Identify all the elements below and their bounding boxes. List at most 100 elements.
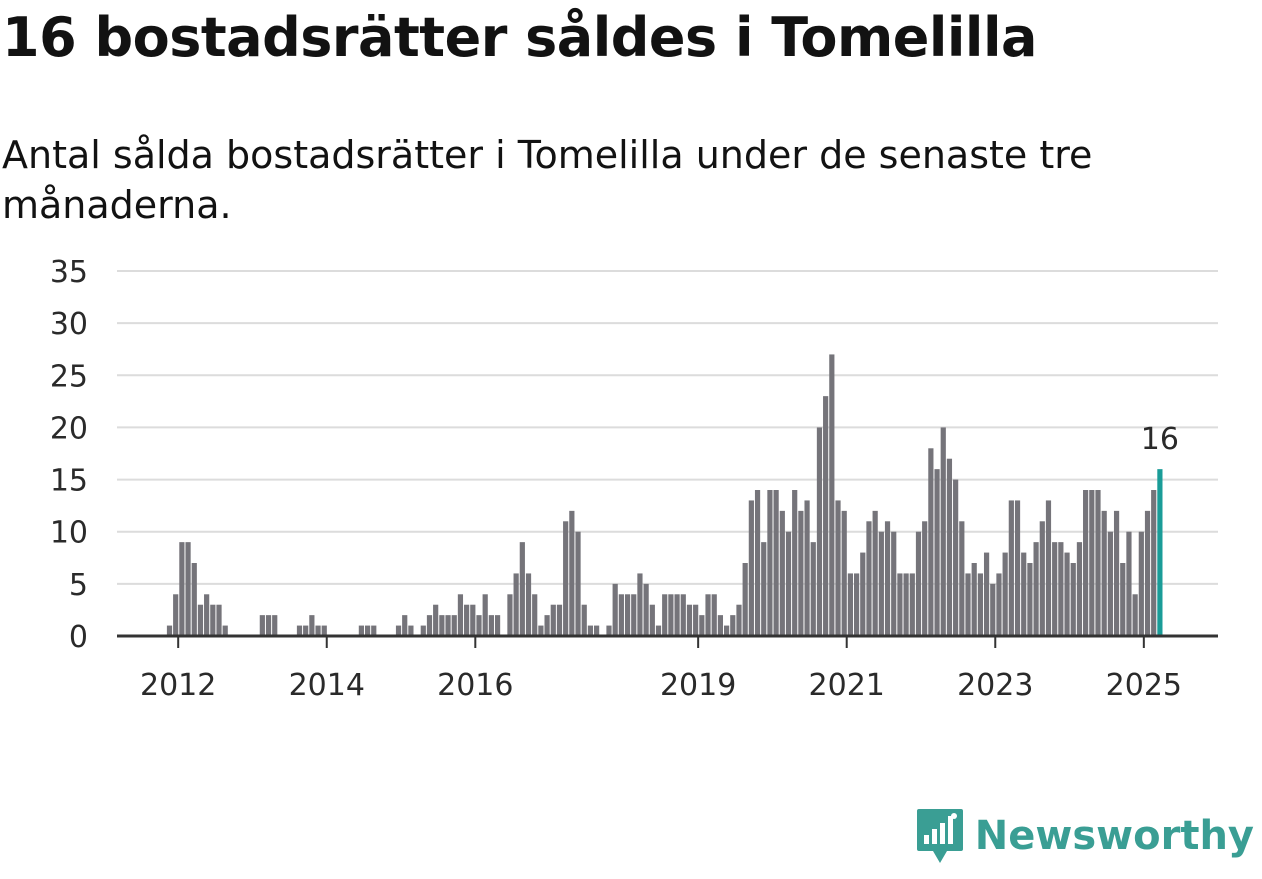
bar — [544, 615, 550, 636]
chart-title: 16 bostadsrätter såldes i Tomelilla — [2, 6, 1037, 69]
bar — [959, 521, 965, 636]
bar — [1014, 500, 1021, 636]
bar — [804, 500, 810, 636]
bar — [909, 573, 915, 636]
bar — [204, 594, 210, 636]
x-tick-label: 2016 — [437, 668, 513, 703]
bar — [1126, 531, 1132, 636]
x-tick-label: 2012 — [140, 668, 216, 703]
bar — [1021, 552, 1027, 636]
bar — [470, 604, 476, 636]
bar — [1107, 531, 1113, 636]
bar — [538, 625, 544, 636]
bar — [773, 490, 779, 636]
bar — [569, 510, 575, 636]
highlight-bar — [1157, 469, 1163, 636]
bar — [1132, 594, 1138, 636]
bar — [321, 625, 327, 636]
y-tick-label: 35 — [50, 255, 88, 290]
x-tick-label: 2023 — [957, 668, 1033, 703]
bar — [476, 615, 482, 636]
bar — [1052, 542, 1058, 636]
bar — [761, 542, 767, 636]
y-tick-label: 20 — [50, 411, 88, 446]
bar — [835, 500, 841, 636]
bar — [303, 625, 309, 636]
brand-name: Newsworthy — [974, 813, 1254, 859]
bar — [891, 531, 897, 636]
bar — [866, 521, 872, 636]
bar — [426, 615, 433, 636]
bar — [674, 594, 680, 636]
bar — [433, 604, 439, 636]
bar — [1151, 490, 1157, 636]
bar — [265, 615, 272, 636]
bar — [464, 604, 470, 636]
bar — [724, 625, 730, 636]
bar — [897, 573, 903, 636]
bar — [736, 604, 742, 636]
x-tick-label: 2019 — [660, 668, 736, 703]
bar — [358, 625, 364, 636]
bar — [971, 563, 977, 636]
bar — [785, 531, 792, 636]
bar — [928, 448, 934, 636]
bar — [680, 594, 686, 636]
bar — [934, 469, 940, 636]
bar — [1027, 563, 1033, 636]
bar — [451, 615, 457, 636]
bar — [296, 625, 303, 636]
bar — [173, 594, 179, 636]
y-tick-label: 25 — [50, 359, 88, 394]
bar — [179, 542, 185, 636]
bar — [532, 594, 538, 636]
bar — [643, 583, 649, 636]
bar — [1138, 531, 1144, 636]
bar — [792, 490, 798, 636]
bar — [550, 604, 556, 636]
bar — [1045, 500, 1052, 636]
bar — [649, 604, 655, 636]
bar — [810, 542, 816, 636]
bar — [662, 594, 668, 636]
bar — [185, 542, 191, 636]
bar — [946, 458, 953, 636]
bar — [853, 573, 860, 636]
gridlines — [117, 270, 1218, 585]
newsworthy-logo: Newsworthy — [915, 807, 1254, 865]
bar — [668, 594, 674, 636]
bar — [445, 615, 451, 636]
bar — [210, 604, 216, 636]
bar — [457, 594, 464, 636]
bar — [847, 573, 853, 636]
y-tick-label: 10 — [50, 516, 88, 551]
bar — [606, 625, 612, 636]
bar — [420, 625, 426, 636]
bar — [953, 479, 959, 636]
bar — [705, 594, 711, 636]
bar — [977, 573, 983, 636]
bar — [482, 594, 488, 636]
bar — [655, 625, 662, 636]
y-tick-label: 5 — [69, 568, 88, 603]
bar — [525, 573, 532, 636]
y-tick-label: 30 — [50, 307, 88, 342]
bars: 16 — [166, 354, 1179, 636]
bar — [1113, 510, 1120, 636]
bar — [990, 583, 996, 636]
bar — [1076, 542, 1083, 636]
bar — [1058, 542, 1064, 636]
bar — [191, 563, 197, 636]
bar — [364, 625, 371, 636]
bar — [507, 594, 513, 636]
bar — [1095, 490, 1101, 636]
bar — [197, 604, 204, 636]
bar — [563, 521, 569, 636]
bar — [717, 615, 724, 636]
bar — [1089, 490, 1095, 636]
bar — [1070, 563, 1076, 636]
bar — [841, 510, 847, 636]
bar — [940, 427, 946, 636]
bar — [699, 615, 705, 636]
bar — [166, 625, 173, 636]
